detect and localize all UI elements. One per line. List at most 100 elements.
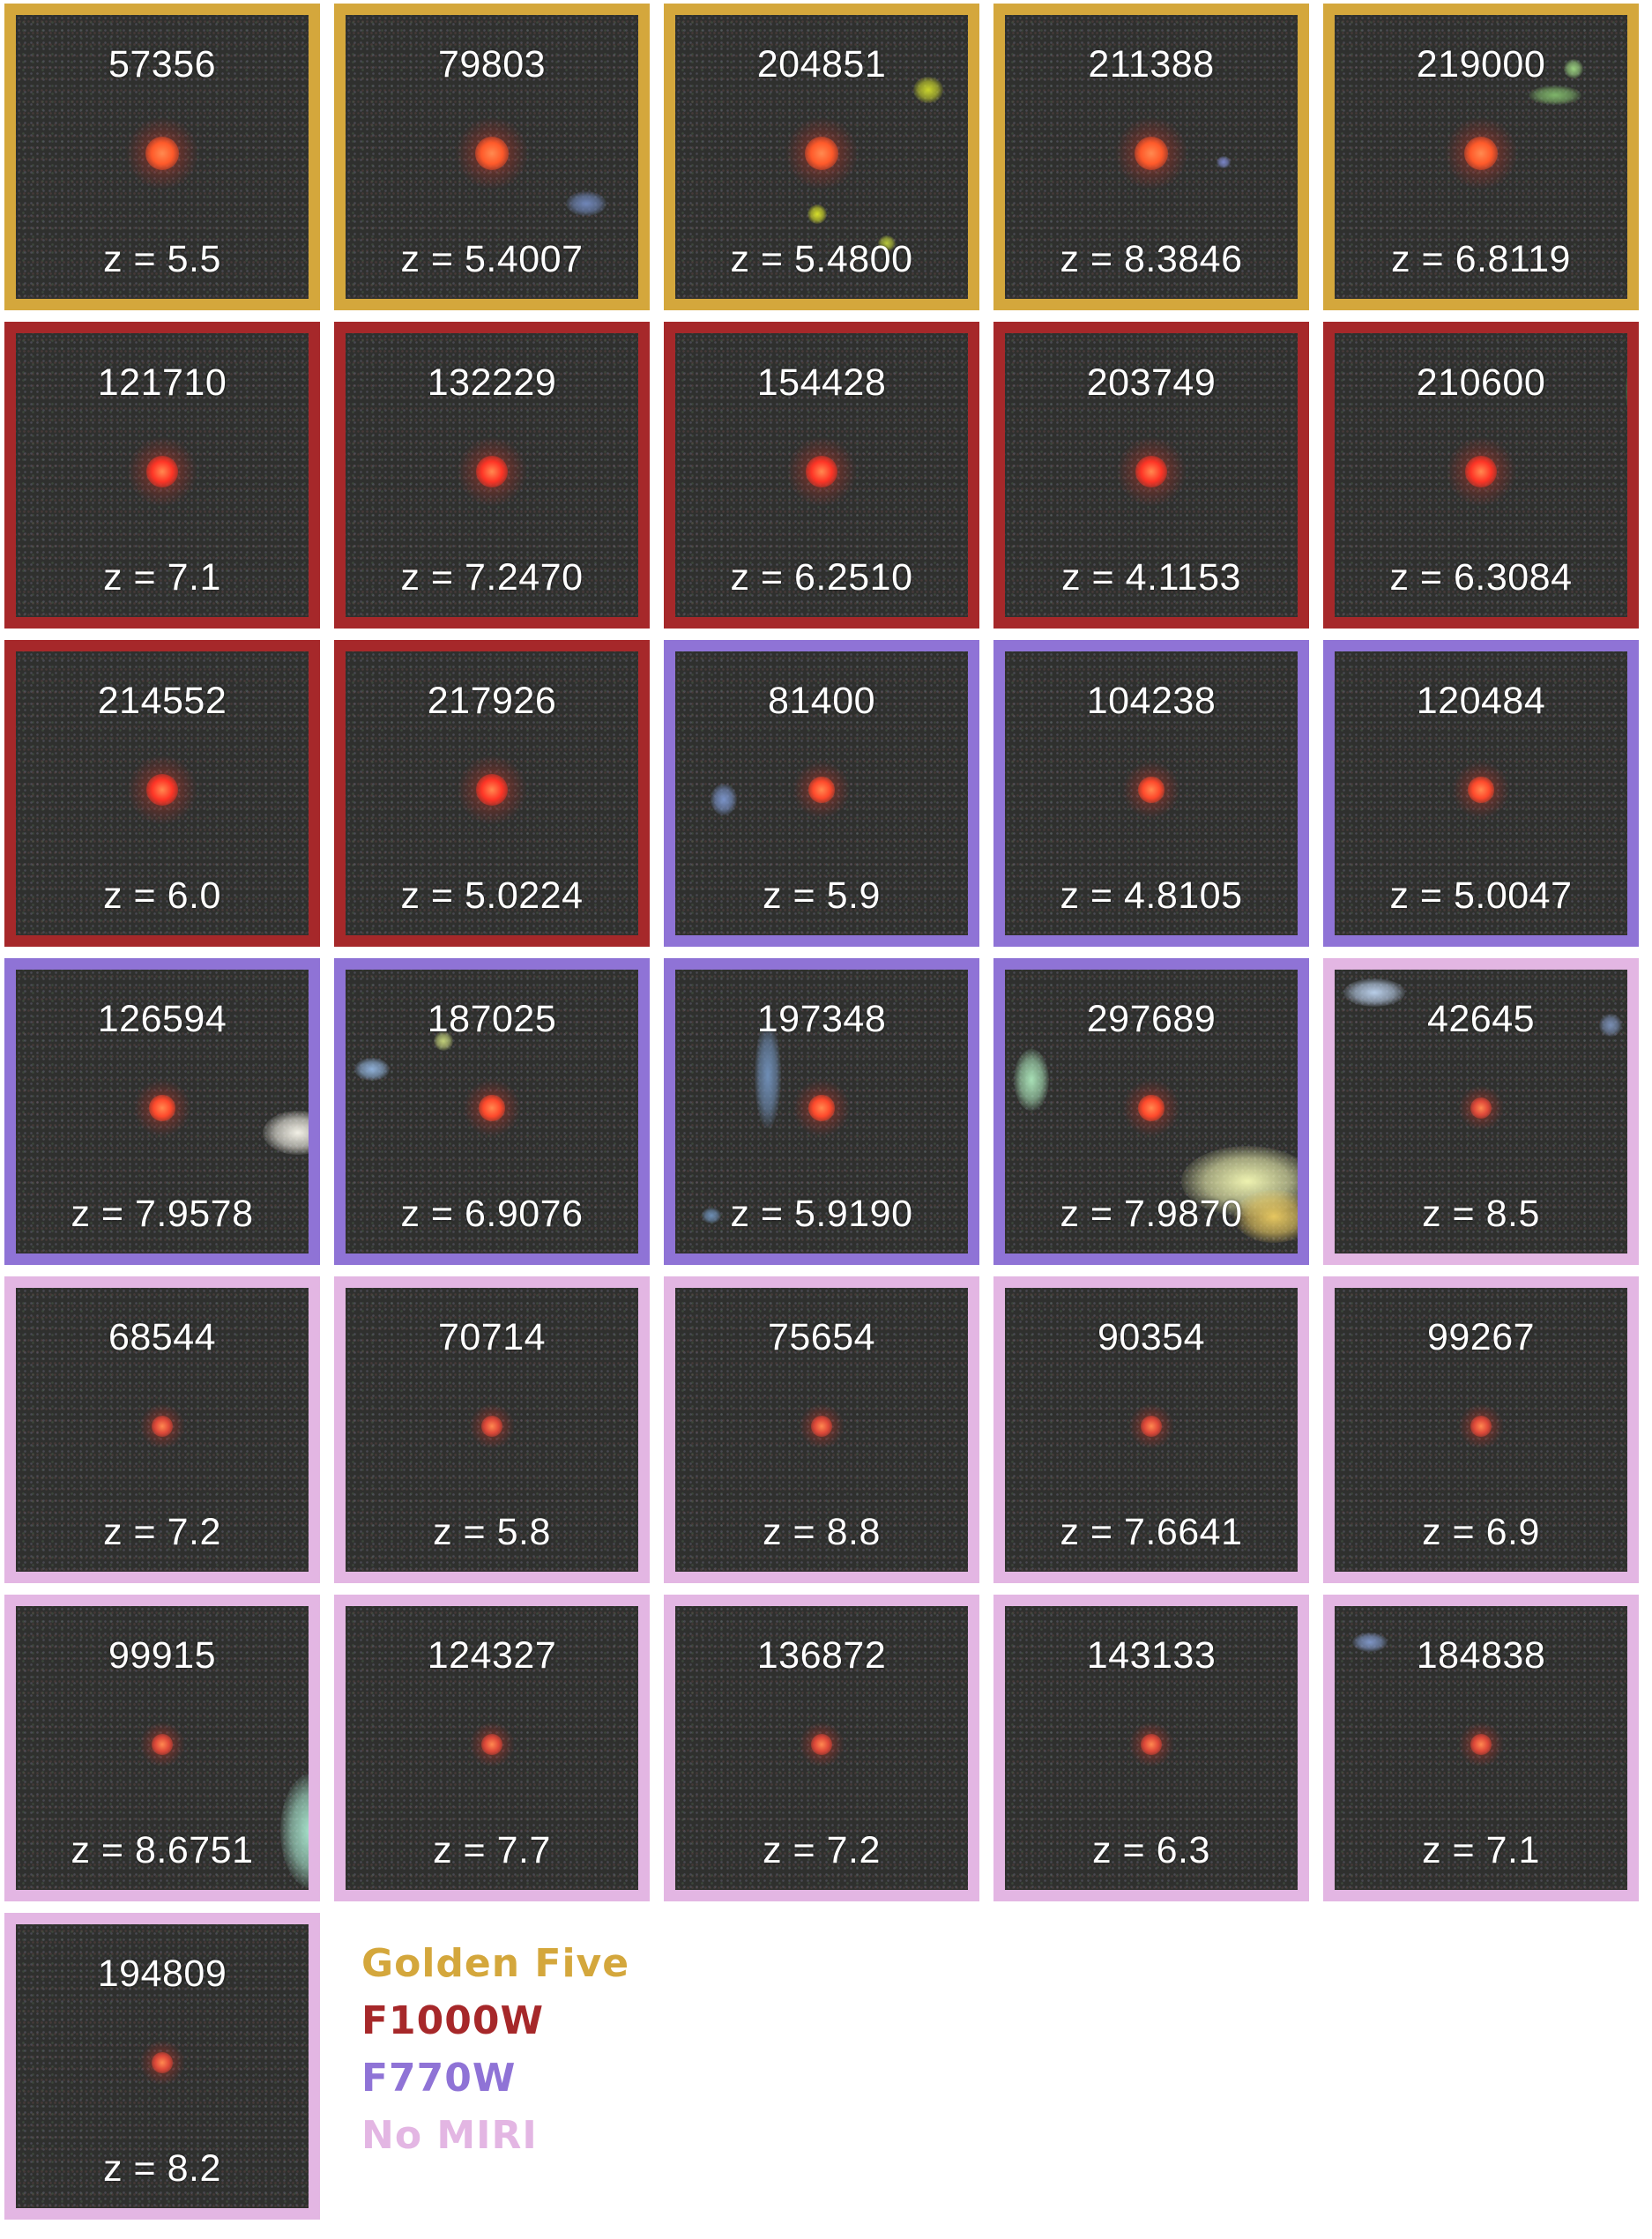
cutout-image: [1335, 333, 1627, 617]
cutout-image: [16, 970, 309, 1253]
source-id-label: 203749: [1086, 361, 1217, 404]
source-cutout: 132229 z = 7.2470: [334, 322, 650, 629]
legend-f770w: F770W: [361, 2056, 517, 2101]
target-source: [476, 456, 508, 487]
target-source: [1141, 1734, 1162, 1755]
neighbour-galaxy: [711, 784, 737, 815]
cutout-image: [1335, 15, 1627, 299]
cutout-image: [675, 970, 968, 1253]
target-source: [152, 1416, 173, 1437]
source-cutout: 184838 z = 7.1: [1323, 1595, 1639, 1901]
cutout-image: [16, 15, 309, 299]
neighbour-galaxy: [1343, 978, 1405, 1007]
redshift-label: z = 5.4800: [730, 238, 913, 280]
redshift-label: z = 7.6641: [1060, 1511, 1243, 1553]
source-cutout: 68544 z = 7.2: [4, 1276, 320, 1583]
neighbour-galaxy: [1014, 1049, 1049, 1111]
target-source: [1470, 1734, 1492, 1755]
redshift-label: z = 6.9076: [400, 1193, 584, 1235]
cutout-image: [1335, 1288, 1627, 1572]
target-source: [1470, 1416, 1492, 1437]
redshift-label: z = 7.9578: [71, 1193, 254, 1235]
target-source: [479, 1095, 505, 1121]
neighbour-galaxy: [1234, 1190, 1298, 1243]
source-cutout: 217926 z = 5.0224: [334, 640, 650, 947]
source-id-label: 99915: [108, 1634, 217, 1677]
cutout-image: [346, 651, 638, 935]
neighbour-galaxy: [702, 1208, 721, 1224]
source-cutout: 42645 z = 8.5: [1323, 958, 1639, 1265]
redshift-label: z = 5.5: [103, 238, 221, 280]
source-id-label: 210600: [1416, 361, 1546, 404]
source-cutout: 197348 z = 5.9190: [664, 958, 979, 1265]
cutout-image: [346, 15, 638, 299]
cutout-image: [1005, 1606, 1298, 1890]
neighbour-galaxy: [1217, 156, 1231, 168]
source-id-label: 194809: [97, 1953, 227, 1995]
source-cutout: 70714 z = 5.8: [334, 1276, 650, 1583]
target-source: [476, 774, 508, 806]
cutout-image: [346, 970, 638, 1253]
source-cutout: 187025 z = 6.9076: [334, 958, 650, 1265]
neighbour-galaxy: [354, 1058, 390, 1081]
redshift-label: z = 8.2: [103, 2147, 221, 2190]
redshift-label: z = 6.3: [1092, 1829, 1210, 1871]
cutout-image: [346, 1606, 638, 1890]
cutout-image: [675, 15, 968, 299]
source-id-label: 197348: [756, 998, 887, 1040]
source-id-label: 90354: [1097, 1316, 1206, 1358]
target-source: [1141, 1416, 1162, 1437]
source-id-label: 297689: [1086, 998, 1217, 1040]
source-cutout: 210600 z = 6.3084: [1323, 322, 1639, 629]
neighbour-galaxy: [913, 77, 943, 103]
redshift-label: z = 7.2: [103, 1511, 221, 1553]
redshift-label: z = 5.0047: [1389, 874, 1573, 917]
source-cutout: 120484 z = 5.0047: [1323, 640, 1639, 947]
source-cutout: 154428 z = 6.2510: [664, 322, 979, 629]
source-id-label: 120484: [1416, 680, 1546, 722]
target-source: [808, 777, 835, 803]
redshift-label: z = 7.1: [1422, 1829, 1540, 1871]
neighbour-galaxy: [807, 205, 827, 224]
target-source: [149, 1095, 175, 1121]
redshift-label: z = 6.8119: [1391, 238, 1571, 280]
neighbour-galaxy: [1529, 86, 1581, 105]
cutout-image: [1005, 15, 1298, 299]
source-id-label: 136872: [756, 1634, 887, 1677]
source-id-label: 57356: [108, 43, 217, 86]
source-cutout: 143133 z = 6.3: [993, 1595, 1309, 1901]
redshift-label: z = 8.6751: [71, 1829, 254, 1871]
cutout-image: [16, 333, 309, 617]
target-source: [1138, 777, 1165, 803]
redshift-label: z = 7.2470: [400, 556, 584, 599]
source-id-label: 104238: [1086, 680, 1217, 722]
legend: Golden Five F1000W F770W No MIRI: [361, 1935, 629, 2164]
source-cutout: 121710 z = 7.1: [4, 322, 320, 629]
target-source: [811, 1416, 832, 1437]
source-id-label: 70714: [437, 1316, 547, 1358]
source-id-label: 143133: [1086, 1634, 1217, 1677]
cutout-image: [346, 1288, 638, 1572]
cutout-image: [16, 1606, 309, 1890]
neighbour-galaxy: [566, 191, 606, 216]
neighbour-galaxy: [878, 235, 896, 251]
source-id-label: 68544: [108, 1316, 217, 1358]
redshift-label: z = 7.2: [763, 1829, 881, 1871]
redshift-label: z = 7.7: [433, 1829, 551, 1871]
legend-golden-five: Golden Five: [361, 1941, 630, 1986]
redshift-label: z = 5.9190: [730, 1193, 913, 1235]
neighbour-galaxy: [1352, 1633, 1388, 1652]
source-id-label: 204851: [756, 43, 887, 86]
source-cutout: 219000 z = 6.8119: [1323, 4, 1639, 310]
redshift-label: z = 8.3846: [1060, 238, 1243, 280]
source-cutout: 79803 z = 5.4007: [334, 4, 650, 310]
cutout-image: [1005, 333, 1298, 617]
target-source: [1464, 137, 1498, 170]
cutout-image: [346, 333, 638, 617]
source-id-label: 81400: [767, 680, 876, 722]
target-source: [805, 137, 838, 170]
neighbour-galaxy: [1599, 1014, 1622, 1037]
target-source: [152, 1734, 173, 1755]
source-id-label: 184838: [1416, 1634, 1546, 1677]
source-id-label: 217926: [427, 680, 557, 722]
